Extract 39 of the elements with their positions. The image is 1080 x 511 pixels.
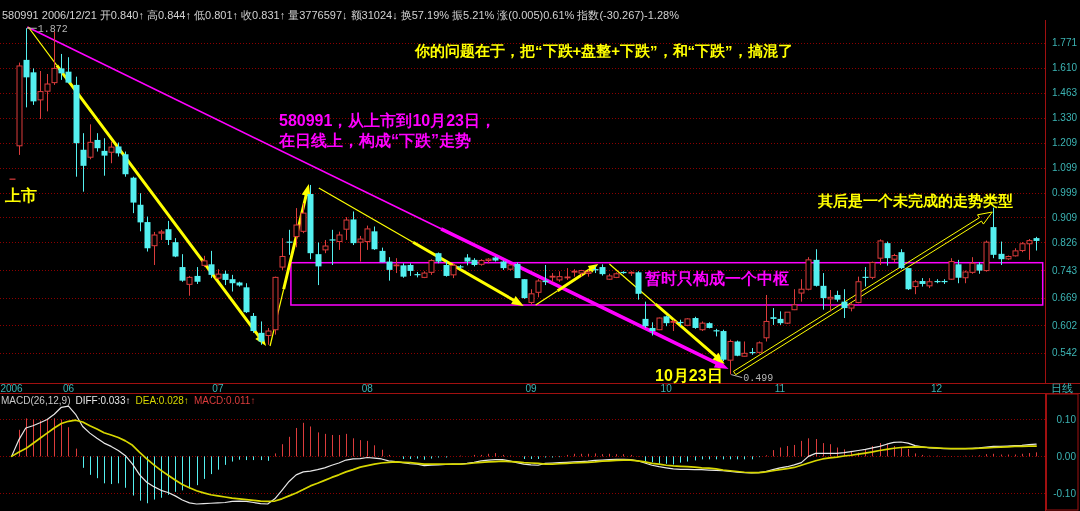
y-tick-label: 0.10 xyxy=(1056,413,1077,425)
annotation: 在日线上，构成“下跌”走势 xyxy=(278,132,471,149)
y-tick-label: -0.10 xyxy=(1053,487,1077,499)
y-tick-label: 1.209 xyxy=(1052,137,1078,149)
y-tick-label: 0.669 xyxy=(1052,292,1078,304)
annotation: 上市 xyxy=(4,187,37,204)
annotation: 暂时只构成一个中枢 xyxy=(644,270,789,287)
x-tick-label: 10 xyxy=(660,383,673,394)
annotation: 你的问题在于，把“下跌+盘整+下跌”，和“下跌”，搞混了 xyxy=(414,42,793,59)
annotation: 1.872 xyxy=(37,23,68,35)
chart-subtitle: 580991 2006/12/21 开0.840↑ 高0.844↑ 低0.801↑ 收0.831↑ 量3776597↓ 额31024↓ 换57.19% 振5.21% 涨(0.005)0.61% 指数(-30.267)-1.28% xyxy=(2,9,680,21)
x-tick-label: 07 xyxy=(212,383,224,394)
annotation: 0.499 xyxy=(743,372,774,384)
x-tick-label: 09 xyxy=(525,383,537,394)
y-tick-label: 0.602 xyxy=(1052,319,1078,331)
legend: DIFF:0.033↑ DEA:0.028↑ MACD:0.011↑ xyxy=(75,395,256,406)
y-tick-label: 0.743 xyxy=(1052,264,1078,276)
y-tick-label: 0.909 xyxy=(1052,211,1078,223)
y-tick-label: 1.610 xyxy=(1052,62,1078,74)
annotation: 580991，从上市到10月23日， xyxy=(279,112,496,129)
annotation: 1.872 xyxy=(26,23,68,35)
x-tick-label: 2006 xyxy=(0,383,24,394)
y-tick-label: 0.00 xyxy=(1056,450,1077,462)
annotation: 10月23日 xyxy=(655,367,723,384)
annotation: 其后是一个未完成的走势类型 xyxy=(817,192,1013,209)
y-tick-label: 0.826 xyxy=(1052,237,1078,248)
annotation: 0.499 xyxy=(730,372,774,384)
y-tick-label: 0.999 xyxy=(1052,187,1078,199)
chart-title: MACD(26,12,9) xyxy=(1,395,71,406)
x-tick-label: 08 xyxy=(361,383,374,394)
x-tick-label: 06 xyxy=(62,383,75,394)
x-tick-label: 12 xyxy=(930,383,943,394)
y-tick-label: 1.330 xyxy=(1052,112,1078,124)
y-tick-label: 0.542 xyxy=(1052,347,1078,359)
y-tick-label: 1.099 xyxy=(1052,162,1078,174)
x-tick-label: 11 xyxy=(774,383,786,394)
y-tick-label: 1.463 xyxy=(1052,87,1078,99)
x-axis-title: 日线 xyxy=(1051,382,1073,394)
y-tick-label: 1.771 xyxy=(1052,37,1078,49)
